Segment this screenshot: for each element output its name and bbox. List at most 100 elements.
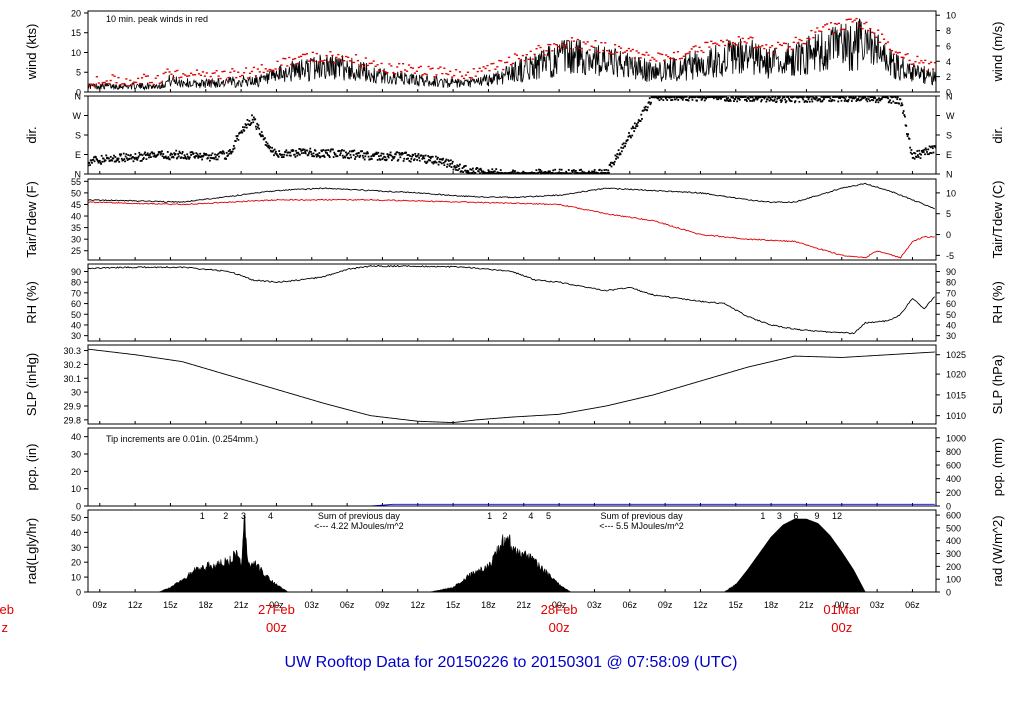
peak-mark: [258, 71, 261, 73]
hour-mark: 2: [223, 511, 228, 521]
peak-mark: [668, 57, 672, 60]
dir-point: [243, 126, 246, 129]
dir-point: [808, 96, 810, 99]
peak-mark: [466, 71, 469, 73]
peak-mark: [417, 66, 420, 69]
dir-point: [924, 147, 927, 150]
panel-annotation: Tip increments are 0.01in. (0.254mm.): [106, 434, 258, 444]
dir-point: [732, 96, 735, 99]
dir-point: [232, 148, 235, 151]
dir-point: [127, 154, 130, 157]
peak-mark: [767, 52, 770, 54]
dir-point: [309, 147, 312, 150]
peak-mark: [684, 53, 687, 55]
dir-point: [438, 160, 441, 163]
dir-point: [444, 160, 447, 163]
dir-point: [831, 99, 834, 101]
peak-mark: [95, 76, 98, 78]
sum-line2: <--- 4.22 MJoules/m^2: [314, 521, 404, 531]
dir-point: [929, 151, 932, 154]
dir-point: [140, 153, 143, 156]
peak-mark: [119, 84, 122, 86]
peak-mark: [559, 47, 562, 50]
dir-point: [900, 102, 903, 105]
y-tick-label-right: 1010: [946, 411, 966, 421]
dir-point: [145, 158, 148, 160]
dir-point: [254, 125, 257, 128]
peak-mark: [223, 70, 226, 72]
dir-point: [909, 146, 912, 149]
dir-point: [847, 100, 849, 103]
peak-mark: [388, 63, 391, 65]
dir-point: [248, 120, 251, 122]
dir-point: [89, 164, 91, 167]
dir-point: [470, 172, 472, 174]
dir-point: [364, 155, 367, 158]
dir-point: [166, 157, 169, 160]
y-tick-label: 30: [71, 450, 81, 460]
peak-mark: [545, 50, 548, 52]
dir-point: [353, 149, 356, 152]
dir-point: [771, 99, 774, 102]
peak-mark: [142, 73, 146, 76]
peak-mark: [774, 47, 778, 50]
dir-point: [116, 157, 119, 160]
peak-mark: [347, 56, 350, 59]
dir-point: [815, 96, 818, 99]
peak-mark: [843, 28, 846, 31]
peak-mark: [474, 75, 477, 77]
dir-point: [442, 161, 445, 164]
peak-mark: [382, 70, 385, 72]
y-axis-label: RH (%): [24, 281, 39, 324]
peak-mark: [731, 41, 734, 44]
peak-mark: [914, 61, 917, 63]
dir-point: [578, 172, 581, 174]
peak-mark: [855, 17, 858, 20]
peak-mark: [627, 47, 630, 50]
dir-point: [332, 156, 335, 158]
dir-point: [118, 153, 121, 156]
dir-point: [534, 172, 537, 174]
peak-mark: [368, 62, 371, 65]
dir-point: [725, 98, 728, 100]
dir-point: [700, 98, 703, 101]
peak-mark: [282, 57, 285, 60]
dir-point: [133, 157, 136, 160]
dir-point: [286, 154, 288, 157]
dir-point: [133, 156, 135, 159]
peak-mark: [690, 48, 693, 50]
series-direction: [88, 96, 936, 174]
dir-point: [642, 109, 645, 112]
peak-mark: [765, 44, 768, 46]
dir-point: [608, 171, 610, 174]
dir-point: [543, 172, 546, 174]
peak-mark: [837, 22, 840, 25]
dir-point: [917, 156, 920, 158]
peak-mark: [737, 36, 740, 38]
y-tick-label: 30: [71, 235, 81, 245]
dir-point: [754, 96, 757, 98]
hour-tick-label: 18z: [199, 600, 214, 610]
dir-point: [908, 138, 911, 140]
peak-mark: [776, 41, 780, 44]
dir-point: [828, 96, 831, 98]
dir-point: [790, 100, 793, 103]
peak-mark: [350, 61, 354, 64]
dir-point: [662, 99, 665, 102]
dir-point: [737, 96, 740, 98]
dir-point: [366, 151, 369, 153]
peak-mark: [309, 59, 312, 61]
dir-point: [866, 100, 869, 103]
dir-point: [359, 154, 362, 157]
dir-point: [387, 156, 390, 159]
dir-point: [619, 153, 622, 156]
dir-point: [592, 170, 595, 173]
dir-point: [606, 171, 609, 174]
peak-mark: [916, 55, 919, 58]
dir-point: [597, 172, 600, 174]
dir-point: [753, 98, 756, 101]
dir-point: [874, 101, 877, 104]
dir-point: [474, 172, 477, 174]
peak-mark: [468, 76, 471, 79]
dir-point: [488, 172, 490, 174]
